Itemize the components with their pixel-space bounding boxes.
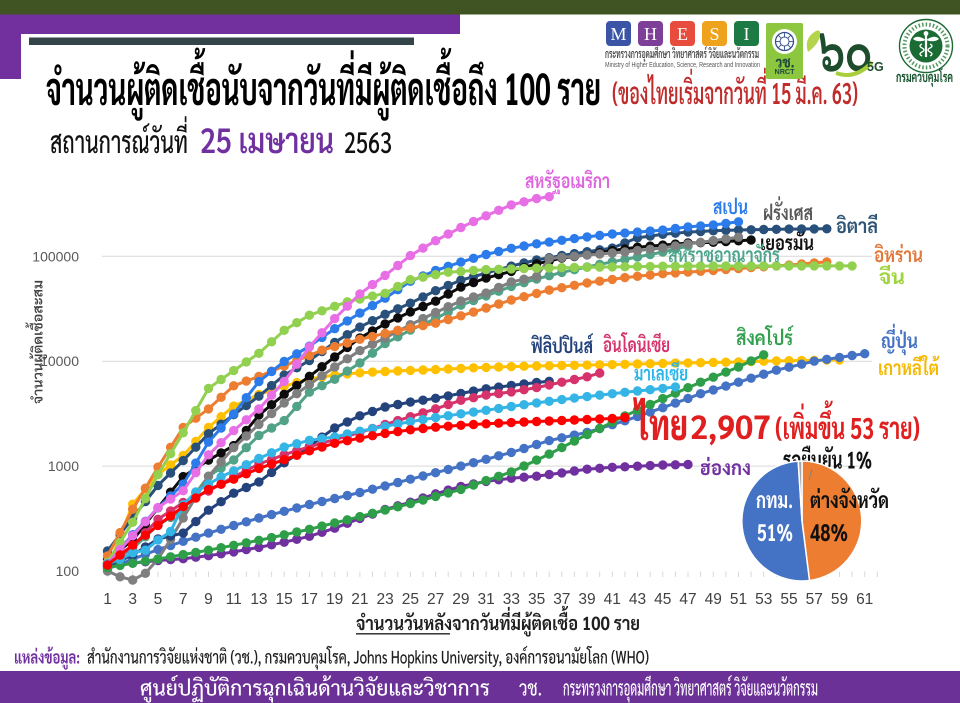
svg-text:47: 47 — [679, 591, 696, 608]
svg-text:100000: 100000 — [32, 248, 79, 264]
svg-text:41: 41 — [604, 591, 621, 608]
svg-text:15: 15 — [276, 591, 293, 608]
svg-text:55: 55 — [780, 591, 797, 608]
svg-text:61: 61 — [856, 591, 873, 608]
svg-text:H: H — [644, 24, 657, 44]
svg-text:17: 17 — [301, 591, 318, 608]
svg-text:29: 29 — [452, 591, 469, 608]
svg-text:M: M — [610, 24, 626, 44]
svg-text:19: 19 — [326, 591, 343, 608]
svg-text:43: 43 — [629, 591, 646, 608]
svg-text:S: S — [709, 24, 719, 44]
svg-text:5G: 5G — [867, 60, 884, 74]
svg-text:59: 59 — [831, 591, 848, 608]
svg-text:10000: 10000 — [40, 353, 79, 369]
svg-text:31: 31 — [477, 591, 494, 608]
svg-text:57: 57 — [806, 591, 823, 608]
svg-text:45: 45 — [654, 591, 671, 608]
svg-text:25: 25 — [402, 591, 419, 608]
svg-text:51: 51 — [730, 591, 747, 608]
svg-text:Ministry of Higher Education,: Ministry of Higher Education, Science, R… — [605, 62, 760, 69]
svg-text:I: I — [744, 24, 750, 44]
svg-text:NRCT: NRCT — [775, 67, 796, 76]
svg-text:11: 11 — [226, 591, 242, 608]
svg-text:23: 23 — [377, 591, 394, 608]
svg-text:21: 21 — [351, 591, 368, 608]
svg-text:E: E — [677, 24, 688, 44]
svg-text:49: 49 — [705, 591, 722, 608]
svg-text:35: 35 — [528, 591, 545, 608]
svg-text:37: 37 — [553, 591, 570, 608]
svg-text:100: 100 — [56, 563, 80, 579]
svg-text:9: 9 — [204, 591, 213, 608]
svg-text:7: 7 — [179, 591, 188, 608]
svg-text:3: 3 — [128, 591, 137, 608]
svg-text:1000: 1000 — [48, 458, 79, 474]
svg-text:27: 27 — [427, 591, 444, 608]
svg-text:33: 33 — [503, 591, 520, 608]
svg-text:13: 13 — [250, 591, 267, 608]
svg-text:5: 5 — [154, 591, 163, 608]
svg-text:39: 39 — [578, 591, 595, 608]
svg-text:53: 53 — [755, 591, 772, 608]
svg-text:1: 1 — [103, 591, 112, 608]
